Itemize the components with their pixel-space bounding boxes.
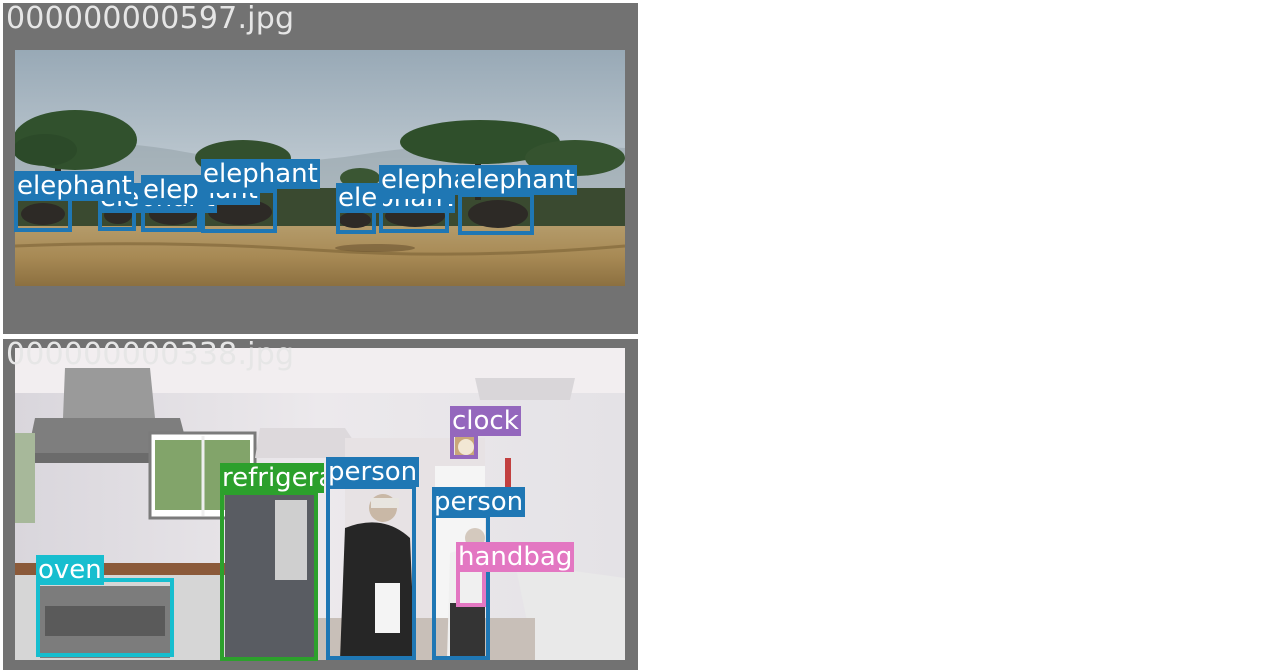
image-tile-2: clock refrigerator person person handbag… — [3, 339, 638, 670]
detection-box-oven — [36, 578, 174, 657]
detection-box-handbag — [456, 568, 486, 607]
kitchen-photo — [15, 348, 625, 660]
detection-box-elephant — [458, 193, 534, 235]
detection-box-person — [326, 485, 416, 660]
image-filename: 000000000597.jpg — [6, 3, 295, 36]
detection-box-refrigerator — [220, 491, 318, 661]
detection-box-elephant — [379, 195, 449, 233]
detection-label-elephant: elephant — [458, 165, 577, 195]
detection-label-person: person — [326, 457, 420, 487]
detection-label-person: person — [432, 487, 526, 517]
detection-box-clock — [450, 433, 478, 459]
image-tile-1: elephant elephant elephant elephant elep… — [3, 3, 638, 334]
detection-label-refrigerator: refrigerator — [220, 463, 324, 493]
detection-label-elephant: elephant — [201, 159, 320, 189]
detection-label-oven: oven — [36, 555, 104, 585]
detection-label-clock: clock — [450, 406, 521, 436]
detection-label-handbag: handbag — [456, 542, 575, 572]
kitchen-scene — [15, 348, 625, 660]
image-filename: 000000000338.jpg — [6, 339, 295, 372]
detection-label-elephant: elephant — [15, 171, 134, 201]
detection-box-elephant — [201, 189, 277, 233]
